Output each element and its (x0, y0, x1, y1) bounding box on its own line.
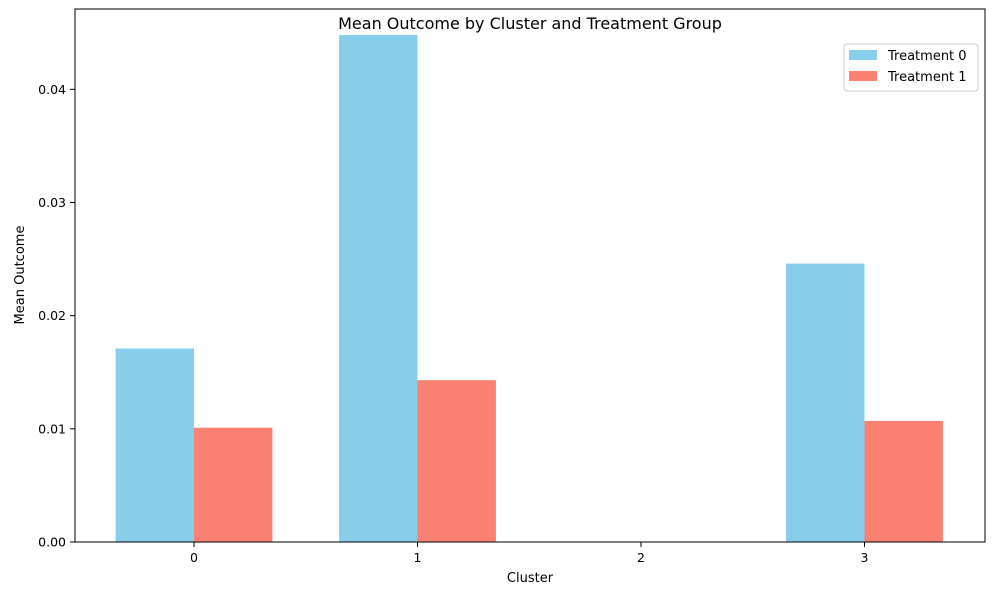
y-axis-label: Mean Outcome (13, 226, 28, 325)
y-tick-label: 0.04 (38, 82, 66, 97)
bar-series-0-cluster-1 (339, 35, 418, 543)
legend: Treatment 0 Treatment 1 (843, 43, 979, 92)
legend-label: Treatment 1 (887, 70, 967, 85)
legend-swatch (849, 50, 877, 60)
bar-series-1-cluster-1 (417, 380, 496, 542)
y-tick-label: 0.03 (38, 195, 66, 210)
y-tick-label: 0.02 (38, 308, 66, 323)
legend-swatch (849, 71, 877, 81)
legend-label: Treatment 0 (887, 49, 967, 64)
bar-series-0-cluster-0 (115, 348, 194, 542)
y-axis-ticks: 0.00 0.01 0.02 0.03 0.04 (38, 82, 75, 550)
plot-frame (74, 8, 986, 543)
legend-frame (843, 43, 979, 92)
x-tick-label: 3 (861, 550, 869, 565)
y-tick-label: 0.00 (38, 535, 66, 550)
bar-series-1-cluster-0 (194, 427, 273, 542)
y-tick-label: 0.01 (38, 421, 66, 436)
bar-series-0-cluster-3 (786, 263, 865, 542)
x-tick-label: 2 (637, 550, 645, 565)
x-axis-label: Cluster (507, 571, 554, 586)
x-axis-ticks: 0 1 2 3 (190, 542, 868, 565)
chart-title: Mean Outcome by Cluster and Treatment Gr… (338, 14, 722, 33)
x-tick-label: 1 (414, 550, 422, 565)
x-tick-label: 0 (190, 550, 198, 565)
bars-group (115, 35, 943, 543)
bar-series-1-cluster-3 (864, 420, 943, 542)
